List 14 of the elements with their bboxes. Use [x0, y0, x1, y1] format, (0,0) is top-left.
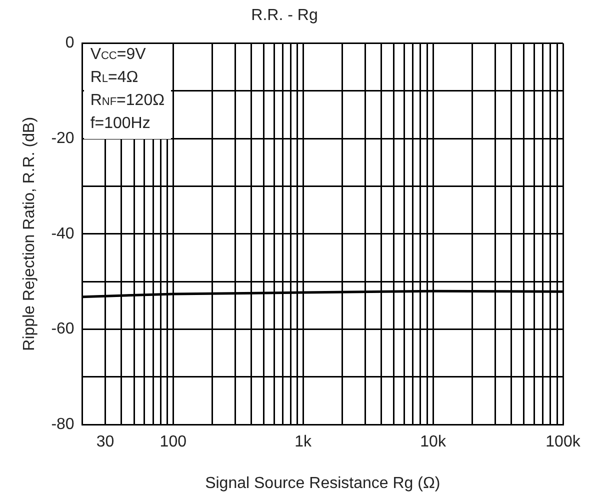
- x-tick-label: 30: [96, 434, 114, 451]
- y-tick-label: 0: [65, 34, 74, 52]
- y-tick-label: -80: [51, 416, 74, 434]
- y-axis-title: Ripple Rejection Ratio, R.R. (dB): [21, 116, 38, 351]
- x-tick-label: 100: [160, 434, 187, 451]
- x-tick-label: 100k: [546, 434, 582, 451]
- y-tick-label: -20: [51, 130, 74, 147]
- annotation: f=100Hz: [90, 115, 150, 132]
- chart-title: R.R. - Rg: [251, 7, 318, 24]
- x-tick-label: 10k: [420, 434, 447, 451]
- y-tick-label: -40: [51, 225, 74, 242]
- x-tick-label: 1k: [294, 434, 313, 451]
- x-axis-title: Signal Source Resistance Rg (Ω): [205, 474, 440, 492]
- y-tick-label: -60: [51, 320, 74, 338]
